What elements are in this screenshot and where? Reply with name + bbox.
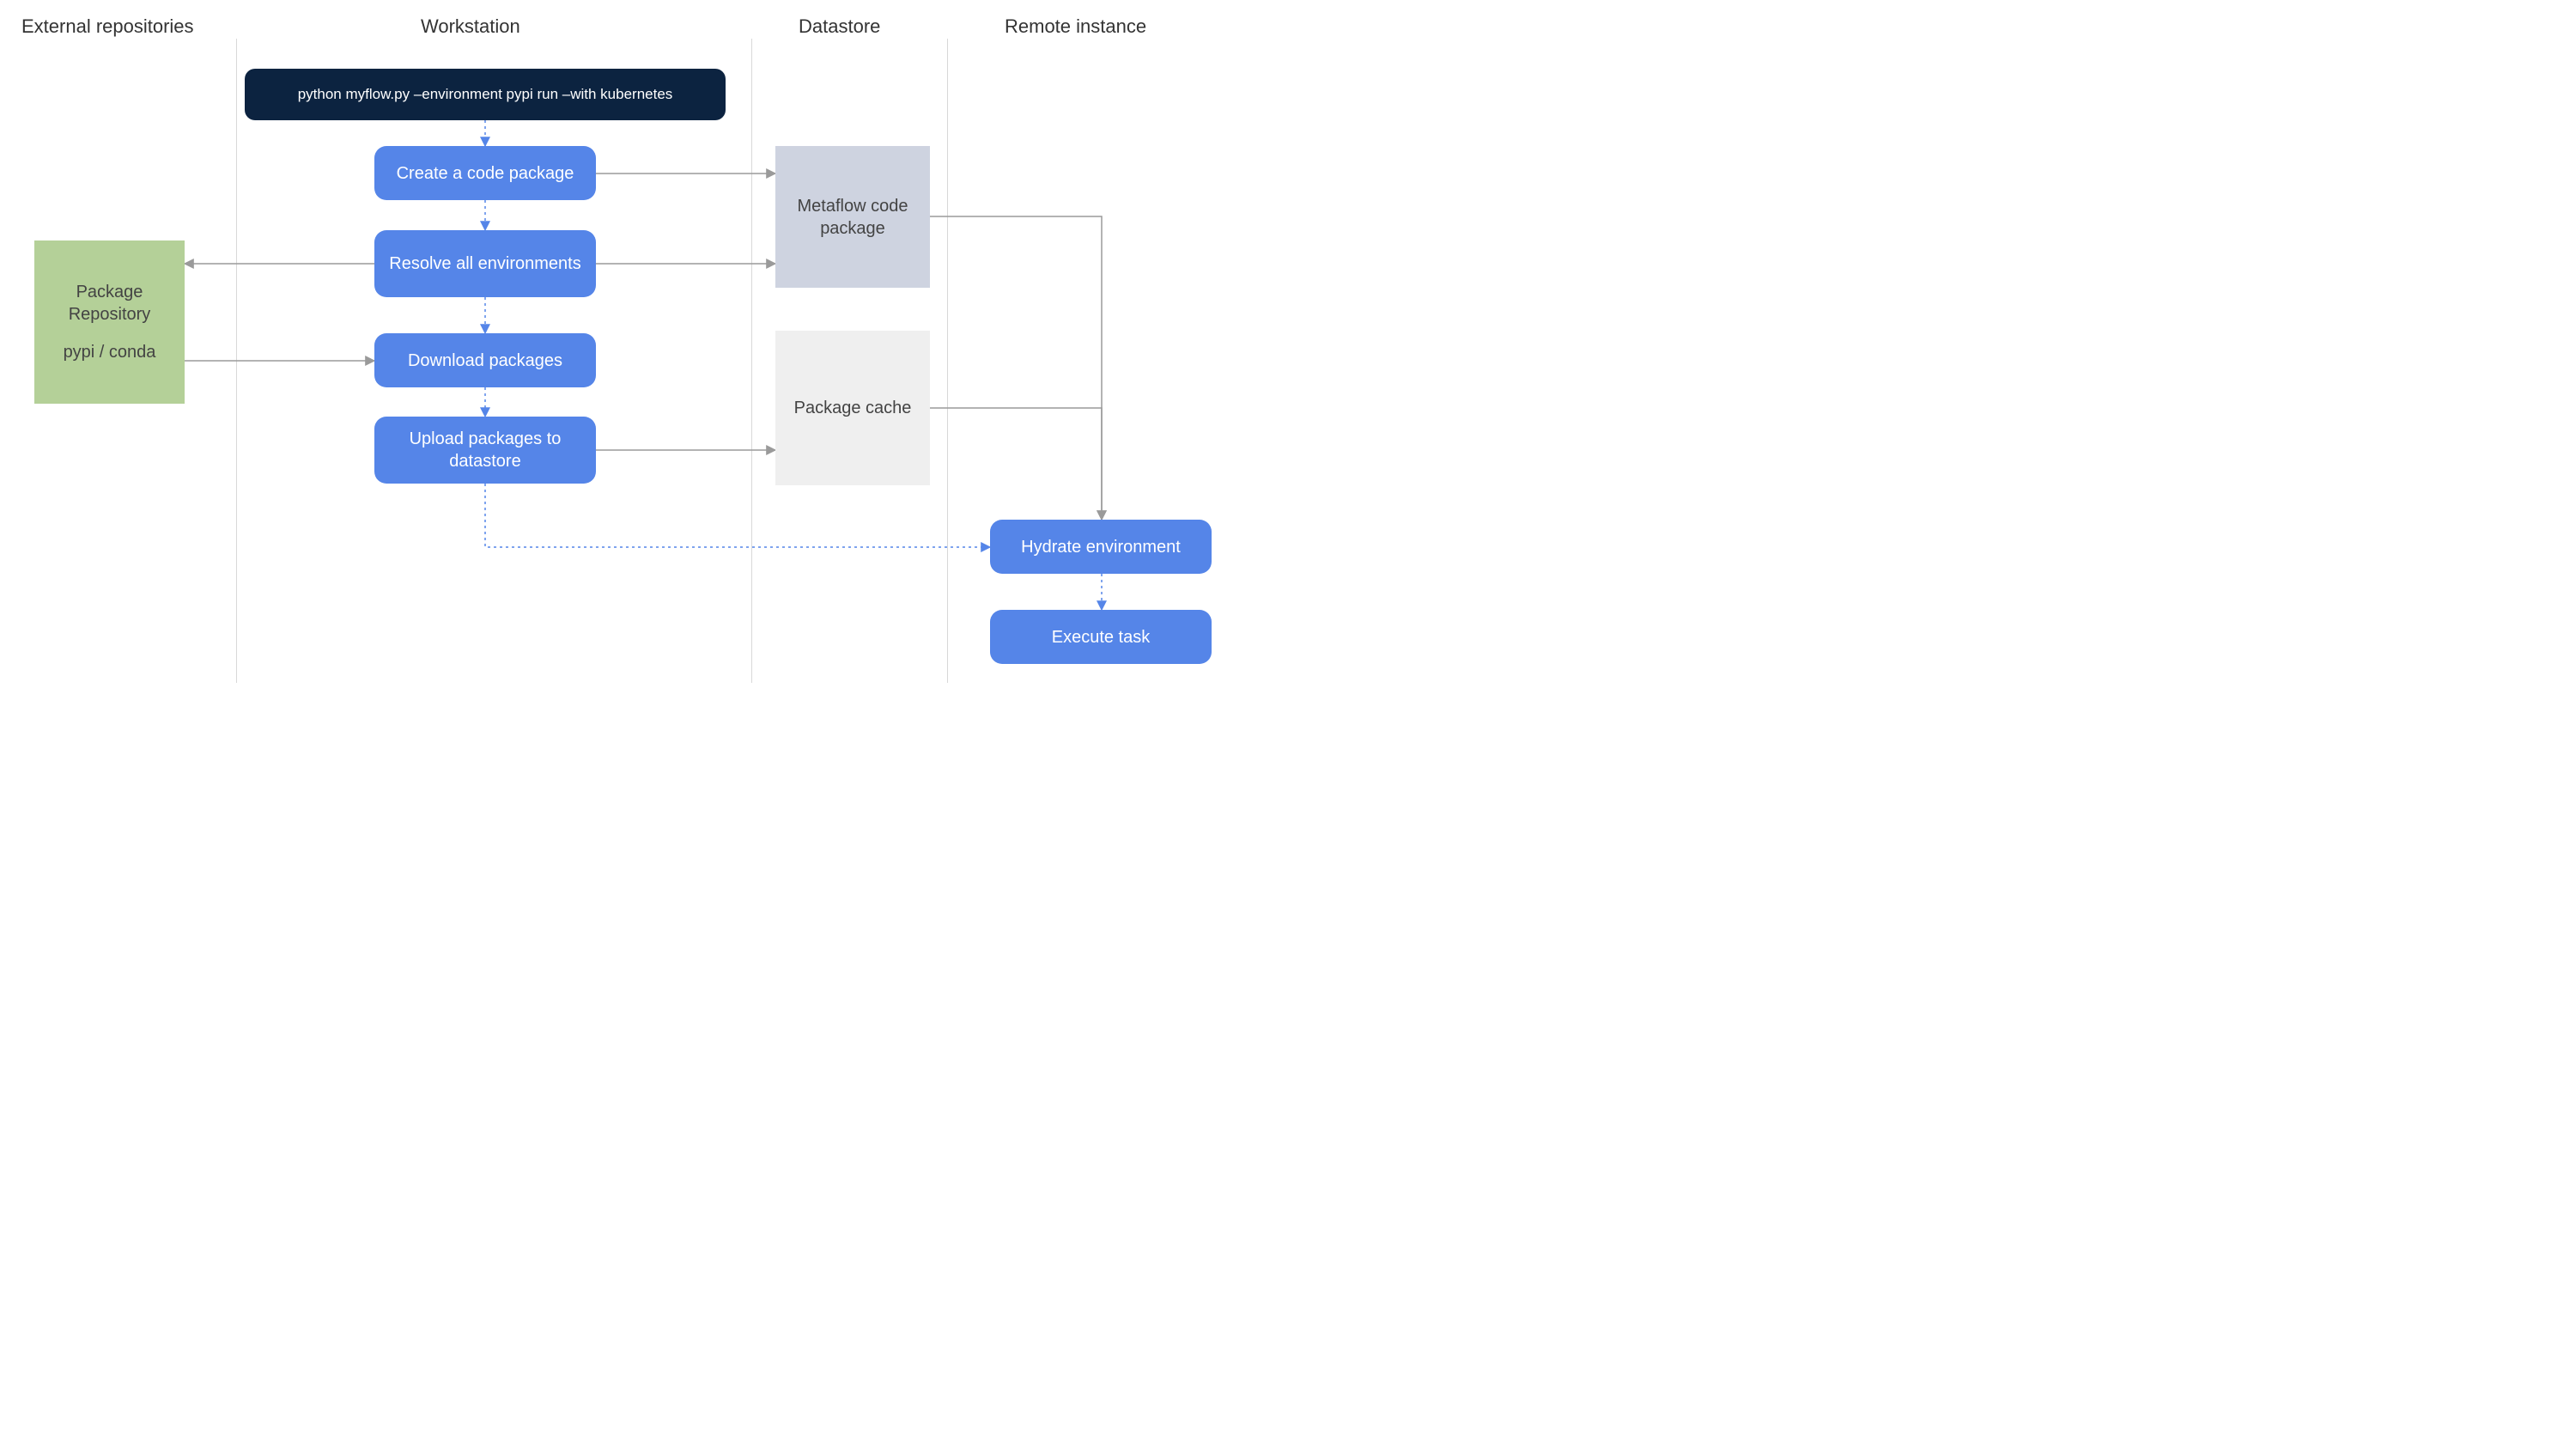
col-header-remote: Remote instance: [1005, 15, 1146, 38]
node-download-packages: Download packages: [374, 333, 596, 387]
col-header-external: External repositories: [21, 15, 194, 38]
node-resolve-environments: Resolve all environments: [374, 230, 596, 297]
repo-title: Package Repository: [45, 281, 174, 326]
edge-upload-to-hydrate: [485, 484, 990, 547]
divider-2: [751, 39, 752, 683]
col-header-workstation: Workstation: [421, 15, 520, 38]
col-header-datastore: Datastore: [799, 15, 880, 38]
node-hydrate-environment: Hydrate environment: [990, 520, 1212, 574]
node-create-code-package: Create a code package: [374, 146, 596, 200]
node-execute-task: Execute task: [990, 610, 1212, 664]
node-metaflow-code-package: Metaflow code package: [775, 146, 930, 288]
edge-metapkg-to-hydrate: [930, 216, 1102, 520]
node-upload-packages: Upload packages to datastore: [374, 417, 596, 484]
repo-subtitle: pypi / conda: [64, 341, 156, 363]
divider-3: [947, 39, 948, 683]
node-command: python myflow.py –environment pypi run –…: [245, 69, 726, 120]
node-package-repository: Package Repository pypi / conda: [34, 240, 185, 404]
divider-1: [236, 39, 237, 683]
edge-pkgcache-to-hydrate: [930, 408, 1102, 520]
node-package-cache: Package cache: [775, 331, 930, 485]
